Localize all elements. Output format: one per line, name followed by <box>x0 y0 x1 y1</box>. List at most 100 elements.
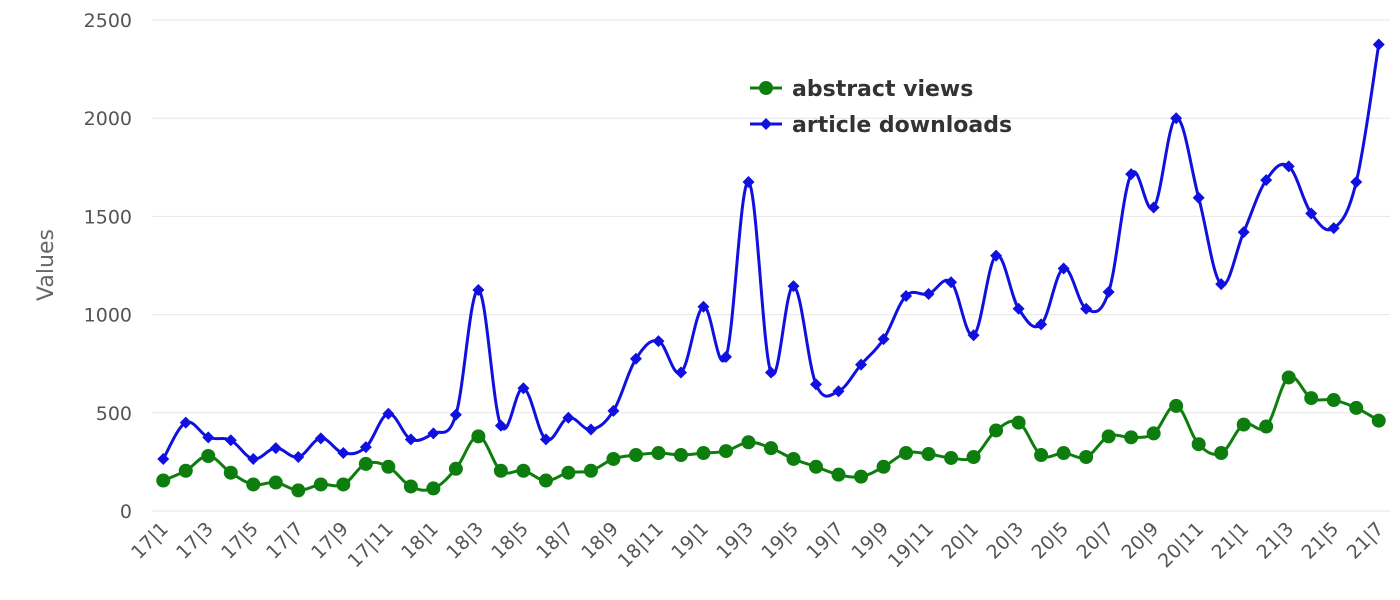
data-point[interactable] <box>741 435 756 450</box>
data-point[interactable] <box>1035 318 1048 331</box>
data-point[interactable] <box>1281 370 1296 385</box>
data-point[interactable] <box>1192 191 1205 204</box>
data-point[interactable] <box>403 479 418 494</box>
data-point[interactable] <box>224 434 237 447</box>
data-point[interactable] <box>945 276 958 289</box>
data-point[interactable] <box>1237 226 1250 239</box>
data-point[interactable] <box>336 477 351 492</box>
data-point[interactable] <box>449 408 462 421</box>
data-point[interactable] <box>539 433 552 446</box>
data-point[interactable] <box>854 469 869 484</box>
data-point[interactable] <box>900 289 913 302</box>
data-point[interactable] <box>967 329 980 342</box>
data-point[interactable] <box>1012 302 1025 315</box>
data-point[interactable] <box>157 452 170 465</box>
data-point[interactable] <box>202 431 215 444</box>
data-point[interactable] <box>877 333 890 346</box>
data-point[interactable] <box>246 477 261 492</box>
data-point[interactable] <box>651 446 666 461</box>
data-point[interactable] <box>1282 160 1295 173</box>
data-point[interactable] <box>921 447 936 462</box>
data-point[interactable] <box>382 407 395 420</box>
data-point[interactable] <box>628 448 643 463</box>
data-point[interactable] <box>629 352 642 365</box>
data-point[interactable] <box>426 481 441 496</box>
data-point[interactable] <box>291 483 306 498</box>
data-point[interactable] <box>1214 446 1229 461</box>
data-point[interactable] <box>1350 176 1363 189</box>
data-point[interactable] <box>427 427 440 440</box>
data-point[interactable] <box>516 463 531 478</box>
data-point[interactable] <box>381 459 396 474</box>
data-point[interactable] <box>471 429 486 444</box>
data-point[interactable] <box>178 463 193 478</box>
data-point[interactable] <box>517 382 530 395</box>
data-point[interactable] <box>1125 168 1138 181</box>
data-point[interactable] <box>1080 302 1093 315</box>
data-point[interactable] <box>1124 430 1139 445</box>
data-point[interactable] <box>832 385 845 398</box>
data-point[interactable] <box>1326 393 1341 408</box>
data-point[interactable] <box>966 449 981 464</box>
data-point[interactable] <box>831 467 846 482</box>
data-point[interactable] <box>404 433 417 446</box>
data-point[interactable] <box>1327 222 1340 235</box>
data-point[interactable] <box>156 473 171 488</box>
data-point[interactable] <box>674 366 687 379</box>
legend-item[interactable]: abstract views <box>750 77 973 102</box>
legend[interactable]: abstract views article downloads <box>750 77 1012 138</box>
data-point[interactable] <box>652 335 665 348</box>
data-point[interactable] <box>944 450 959 465</box>
data-point[interactable] <box>337 447 350 460</box>
data-point[interactable] <box>1079 449 1094 464</box>
data-point[interactable] <box>810 378 823 391</box>
data-point[interactable] <box>1101 429 1116 444</box>
data-point[interactable] <box>494 419 507 432</box>
data-point[interactable] <box>742 176 755 189</box>
data-point[interactable] <box>673 448 688 463</box>
data-point[interactable] <box>201 449 216 464</box>
data-point[interactable] <box>1102 286 1115 299</box>
data-point[interactable] <box>1011 415 1026 430</box>
data-point[interactable] <box>1236 417 1251 432</box>
data-point[interactable] <box>787 280 800 293</box>
data-point[interactable] <box>493 463 508 478</box>
data-point[interactable] <box>359 441 372 454</box>
data-point[interactable] <box>899 446 914 461</box>
data-point[interactable] <box>764 441 778 456</box>
data-point[interactable] <box>358 456 373 471</box>
data-point[interactable] <box>719 350 732 363</box>
legend-item[interactable]: article downloads <box>750 113 1012 138</box>
data-point[interactable] <box>538 473 553 488</box>
data-point[interactable] <box>809 459 824 474</box>
data-point[interactable] <box>922 287 935 300</box>
data-point[interactable] <box>1259 419 1274 434</box>
data-point[interactable] <box>584 423 597 436</box>
data-point[interactable] <box>1169 398 1184 413</box>
data-point[interactable] <box>313 477 328 492</box>
data-point[interactable] <box>1056 446 1071 461</box>
data-point[interactable] <box>607 404 620 417</box>
data-point[interactable] <box>1034 448 1049 463</box>
data-point[interactable] <box>1349 400 1364 415</box>
data-point[interactable] <box>786 451 801 466</box>
data-point[interactable] <box>1305 207 1318 220</box>
data-point[interactable] <box>314 432 327 445</box>
data-point[interactable] <box>268 475 283 490</box>
data-point[interactable] <box>448 461 463 476</box>
data-point[interactable] <box>697 300 710 313</box>
data-point[interactable] <box>696 446 711 461</box>
data-point[interactable] <box>1146 426 1161 441</box>
data-point[interactable] <box>990 249 1003 262</box>
data-point[interactable] <box>583 463 598 478</box>
data-point[interactable] <box>1371 413 1386 428</box>
data-point[interactable] <box>876 459 891 474</box>
data-point[interactable] <box>472 284 485 297</box>
data-point[interactable] <box>1215 278 1228 291</box>
data-point[interactable] <box>1191 437 1206 452</box>
data-point[interactable] <box>606 451 621 466</box>
data-point[interactable] <box>765 366 777 379</box>
data-point[interactable] <box>718 444 733 459</box>
data-point[interactable] <box>1170 112 1183 125</box>
data-point[interactable] <box>989 423 1004 438</box>
